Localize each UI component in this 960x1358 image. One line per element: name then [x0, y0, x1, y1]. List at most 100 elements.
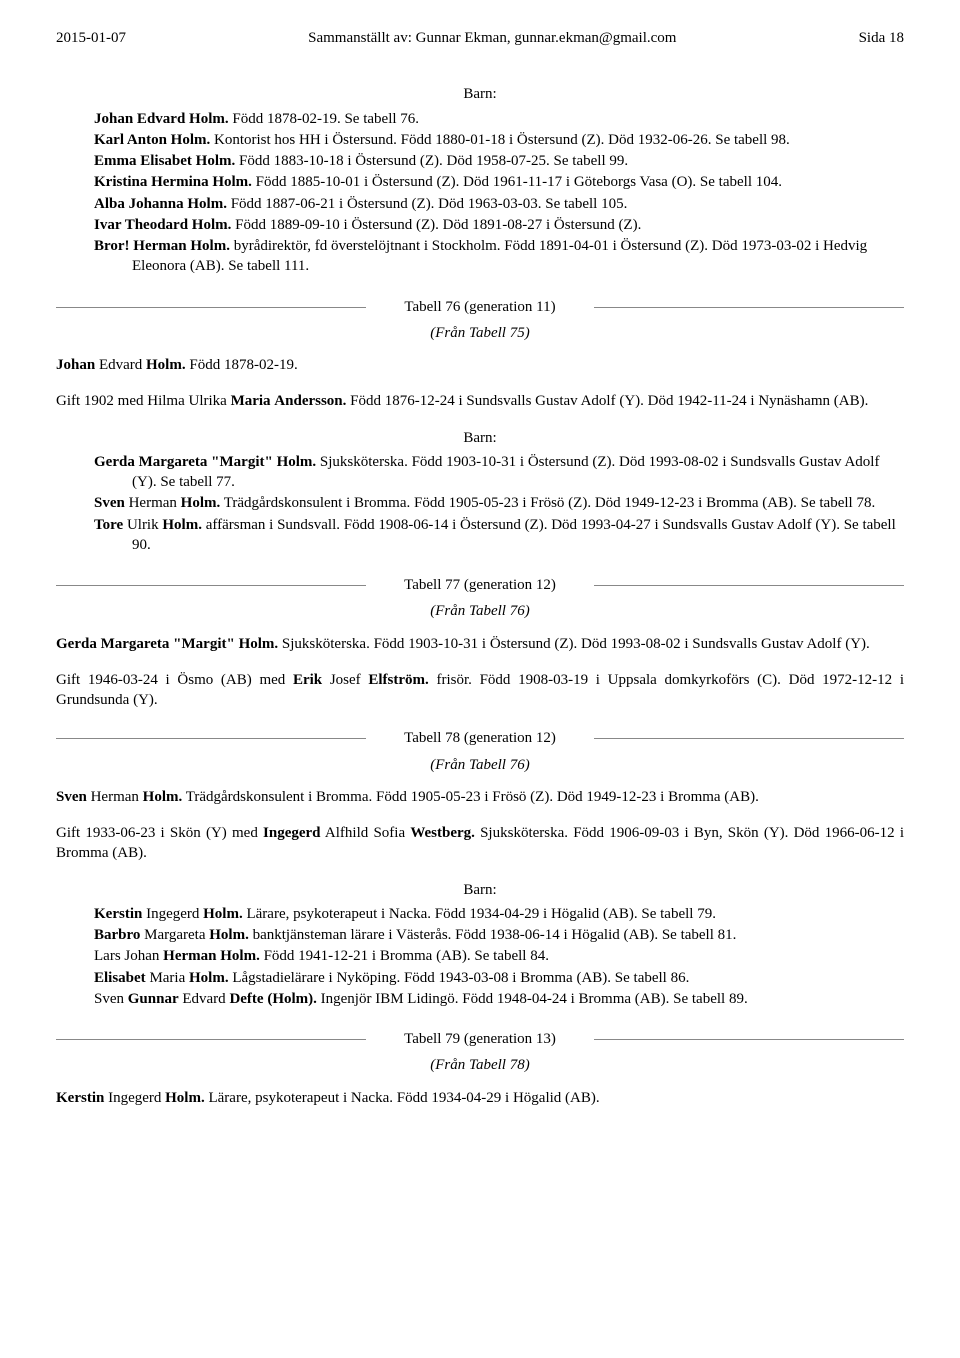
person-first: Elisabet: [94, 970, 146, 986]
children-list: Gerda Margareta "Margit" Holm. Sjuksköte…: [94, 452, 904, 555]
person-surname: Holm.: [146, 357, 186, 373]
child-entry: Johan Edvard Holm. Född 1878-02-19. Se t…: [94, 109, 904, 129]
person-paragraph: Johan Edvard Holm. Född 1878-02-19.: [56, 355, 904, 375]
person-first: Johan: [56, 357, 95, 373]
text: Lars Johan: [94, 948, 163, 964]
spouse-first: Erik: [293, 672, 322, 688]
spouse-surname: Andersson.: [274, 393, 346, 409]
person-surname: Holm.: [209, 927, 249, 943]
text: Josef: [322, 672, 368, 688]
person-first: Gunnar: [128, 991, 179, 1007]
person-surname: Holm.: [220, 948, 260, 964]
section-divider: Tabell 77 (generation 12): [56, 575, 904, 595]
page-header: 2015-01-07 Sammanställt av: Gunnar Ekman…: [56, 28, 904, 48]
section-from: (Från Tabell 76): [56, 755, 904, 775]
person-name: Emma Elisabet Holm.: [94, 153, 235, 169]
children-list: Johan Edvard Holm. Född 1878-02-19. Se t…: [94, 109, 904, 277]
person-first: Barbro: [94, 927, 140, 943]
person-detail: Född 1889-09-10 i Östersund (Z). Död 189…: [231, 217, 641, 233]
person-detail: Trädgårdskonsulent i Bromma. Född 1905-0…: [182, 789, 759, 805]
person-detail: Född 1885-10-01 i Östersund (Z). Död 196…: [252, 174, 782, 190]
person-detail: Född 1887-06-21 i Östersund (Z). Död 196…: [227, 196, 627, 212]
marriage-paragraph: Gift 1946-03-24 i Ösmo (AB) med Erik Jos…: [56, 670, 904, 711]
section-title: Tabell 76 (generation 11): [398, 297, 561, 317]
children-label: Barn:: [56, 428, 904, 448]
person-name: Ivar Theodard Holm.: [94, 217, 231, 233]
document-page: 2015-01-07 Sammanställt av: Gunnar Ekman…: [0, 0, 960, 1358]
children-list: Kerstin Ingegerd Holm. Lärare, psykotera…: [94, 904, 904, 1009]
spouse-first: Ingegerd: [263, 825, 321, 841]
person-detail: Lärare, psykoterapeut i Nacka. Född 1934…: [205, 1090, 600, 1106]
person-surname: Holm.: [189, 970, 229, 986]
divider-line: [56, 585, 366, 586]
person-surname: Holm.: [143, 789, 183, 805]
divider-line: [594, 1039, 904, 1040]
person-surname: Holm.: [181, 495, 221, 511]
divider-line: [594, 585, 904, 586]
person-detail: Lärare, psykoterapeut i Nacka. Född 1934…: [243, 906, 716, 922]
person-name: Gerda Margareta "Margit" Holm.: [94, 454, 316, 470]
text: Alfhild Sofia: [321, 825, 411, 841]
text: Ingegerd: [104, 1090, 165, 1106]
header-date: 2015-01-07: [56, 28, 126, 48]
child-entry: Lars Johan Herman Holm. Född 1941-12-21 …: [94, 946, 904, 966]
person-detail: Född 1883-10-18 i Östersund (Z). Död 195…: [235, 153, 628, 169]
text: Gift 1946-03-24 i Ösmo (AB) med: [56, 672, 293, 688]
divider-line: [594, 307, 904, 308]
spouse-first: Maria: [231, 393, 271, 409]
child-entry: Bror! Herman Holm. byrådirektör, fd över…: [94, 236, 904, 277]
section-from: (Från Tabell 75): [56, 323, 904, 343]
person-first: Sven: [56, 789, 87, 805]
children-label: Barn:: [56, 880, 904, 900]
person-name: Kristina Hermina Holm.: [94, 174, 252, 190]
section-divider: Tabell 76 (generation 11): [56, 297, 904, 317]
child-entry: Karl Anton Holm. Kontorist hos HH i Öste…: [94, 130, 904, 150]
person-name: Alba Johanna Holm.: [94, 196, 227, 212]
text: Maria: [146, 970, 189, 986]
person-detail: Född 1878-02-19. Se tabell 76.: [229, 111, 419, 127]
divider-line: [56, 1039, 366, 1040]
person-detail: affärsman i Sundsvall. Född 1908-06-14 i…: [132, 517, 896, 553]
text: Gift 1902 med Hilma Ulrika: [56, 393, 231, 409]
header-page: Sida 18: [859, 28, 904, 48]
person-paragraph: Kerstin Ingegerd Holm. Lärare, psykotera…: [56, 1088, 904, 1108]
text: Herman: [125, 495, 181, 511]
section-title: Tabell 79 (generation 13): [398, 1029, 562, 1049]
child-entry: Tore Ulrik Holm. affärsman i Sundsvall. …: [94, 515, 904, 556]
person-first: Kerstin: [94, 906, 142, 922]
person-first: Kerstin: [56, 1090, 104, 1106]
person-name: Johan Edvard Holm.: [94, 111, 229, 127]
divider-line: [56, 738, 366, 739]
child-entry: Elisabet Maria Holm. Lågstadielärare i N…: [94, 968, 904, 988]
text: Edvard: [95, 357, 146, 373]
child-entry: Gerda Margareta "Margit" Holm. Sjuksköte…: [94, 452, 904, 493]
text: Ulrik: [123, 517, 162, 533]
person-name: Karl Anton Holm.: [94, 132, 210, 148]
person-name: Gerda Margareta "Margit" Holm.: [56, 636, 278, 652]
children-label: Barn:: [56, 84, 904, 104]
marriage-paragraph: Gift 1902 med Hilma Ulrika Maria Anderss…: [56, 391, 904, 411]
person-detail: Kontorist hos HH i Östersund. Född 1880-…: [210, 132, 790, 148]
person-detail: Född 1941-12-21 i Bromma (AB). Se tabell…: [260, 948, 549, 964]
section-from: (Från Tabell 78): [56, 1055, 904, 1075]
section-title: Tabell 77 (generation 12): [398, 575, 562, 595]
person-detail: Sjuksköterska. Född 1903-10-31 i Östersu…: [278, 636, 870, 652]
divider-line: [594, 738, 904, 739]
text: Herman: [87, 789, 143, 805]
header-compiled-by: Sammanställt av: Gunnar Ekman, gunnar.ek…: [308, 28, 676, 48]
child-entry: Kerstin Ingegerd Holm. Lärare, psykotera…: [94, 904, 904, 924]
person-surname: Holm.: [165, 1090, 205, 1106]
person-first: Sven: [94, 495, 125, 511]
section-divider: Tabell 78 (generation 12): [56, 728, 904, 748]
text: Ingegerd: [142, 906, 203, 922]
person-detail: Trädgårdskonsulent i Bromma. Född 1905-0…: [220, 495, 875, 511]
section-divider: Tabell 79 (generation 13): [56, 1029, 904, 1049]
child-entry: Sven Herman Holm. Trädgårdskonsulent i B…: [94, 493, 904, 513]
text: Sven: [94, 991, 128, 1007]
person-detail: Lågstadielärare i Nyköping. Född 1943-03…: [229, 970, 690, 986]
child-entry: Sven Gunnar Edvard Defte (Holm). Ingenjö…: [94, 989, 904, 1009]
spouse-surname: Westberg.: [410, 825, 475, 841]
child-entry: Kristina Hermina Holm. Född 1885-10-01 i…: [94, 172, 904, 192]
person-paragraph: Gerda Margareta "Margit" Holm. Sjuksköte…: [56, 634, 904, 654]
marriage-paragraph: Gift 1933-06-23 i Skön (Y) med Ingegerd …: [56, 823, 904, 864]
